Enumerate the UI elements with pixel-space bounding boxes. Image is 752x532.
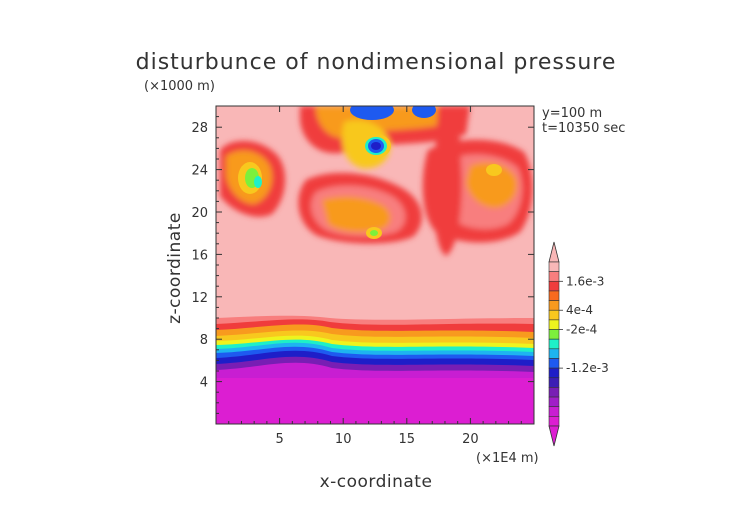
colorbar-swatch bbox=[548, 280, 560, 292]
colorbar-swatch bbox=[548, 261, 560, 272]
colorbar-bottom-arrow bbox=[548, 425, 560, 447]
x-tick-label: 15 bbox=[399, 432, 416, 447]
annotation-y: y=100 m bbox=[542, 106, 602, 121]
y-tick-label: 8 bbox=[200, 333, 208, 348]
y-tick-label: 24 bbox=[191, 164, 208, 179]
y-unit-label: (×1000 m) bbox=[144, 79, 215, 94]
colorbar: 1.6e-3 4e-4 -2e-4 -1.2e-3 bbox=[548, 241, 609, 447]
x-tick-label: 10 bbox=[335, 432, 352, 447]
colorbar-label: 1.6e-3 bbox=[566, 274, 604, 288]
colorbar-swatch bbox=[548, 387, 560, 398]
y-axis-label: z-coordinate bbox=[165, 212, 185, 324]
x-unit-label: (×1E4 m) bbox=[476, 451, 539, 466]
y-tick-label: 28 bbox=[191, 121, 208, 136]
colorbar-swatch bbox=[548, 396, 560, 408]
colorbar-swatch bbox=[548, 290, 560, 301]
colorbar-swatch bbox=[548, 300, 560, 311]
colorbar-swatch bbox=[548, 319, 560, 330]
heatmap-field bbox=[216, 106, 534, 424]
colorbar-label: 4e-4 bbox=[566, 303, 593, 317]
colorbar-swatch bbox=[548, 367, 560, 379]
x-tick-label: 5 bbox=[275, 432, 283, 447]
colorbar-swatch bbox=[548, 416, 560, 427]
colorbar-swatch bbox=[548, 358, 560, 369]
colorbar-swatch bbox=[548, 309, 560, 321]
colorbar-swatch bbox=[548, 348, 560, 359]
x-axis: 5 10 15 20 bbox=[228, 106, 522, 447]
colorbar-label: -1.2e-3 bbox=[566, 361, 609, 375]
colorbar-label: -2e-4 bbox=[566, 323, 597, 337]
annotation-t: t=10350 sec bbox=[542, 121, 625, 136]
x-axis-label: x-coordinate bbox=[320, 472, 433, 492]
colorbar-swatch bbox=[548, 271, 560, 282]
colorbar-swatch bbox=[548, 406, 560, 417]
y-tick-label: 12 bbox=[191, 291, 208, 306]
y-tick-label: 4 bbox=[200, 376, 208, 391]
y-axis: 4 8 12 16 20 24 28 bbox=[191, 116, 534, 414]
colorbar-swatch bbox=[548, 338, 560, 350]
colorbar-swatch bbox=[548, 329, 560, 340]
x-tick-label: 20 bbox=[462, 432, 479, 447]
chart-title: disturbunce of nondimensional pressure bbox=[136, 50, 617, 75]
colorbar-swatch bbox=[548, 377, 560, 388]
colorbar-top-arrow bbox=[548, 241, 560, 263]
y-tick-label: 16 bbox=[191, 248, 208, 263]
y-tick-label: 20 bbox=[191, 206, 208, 221]
